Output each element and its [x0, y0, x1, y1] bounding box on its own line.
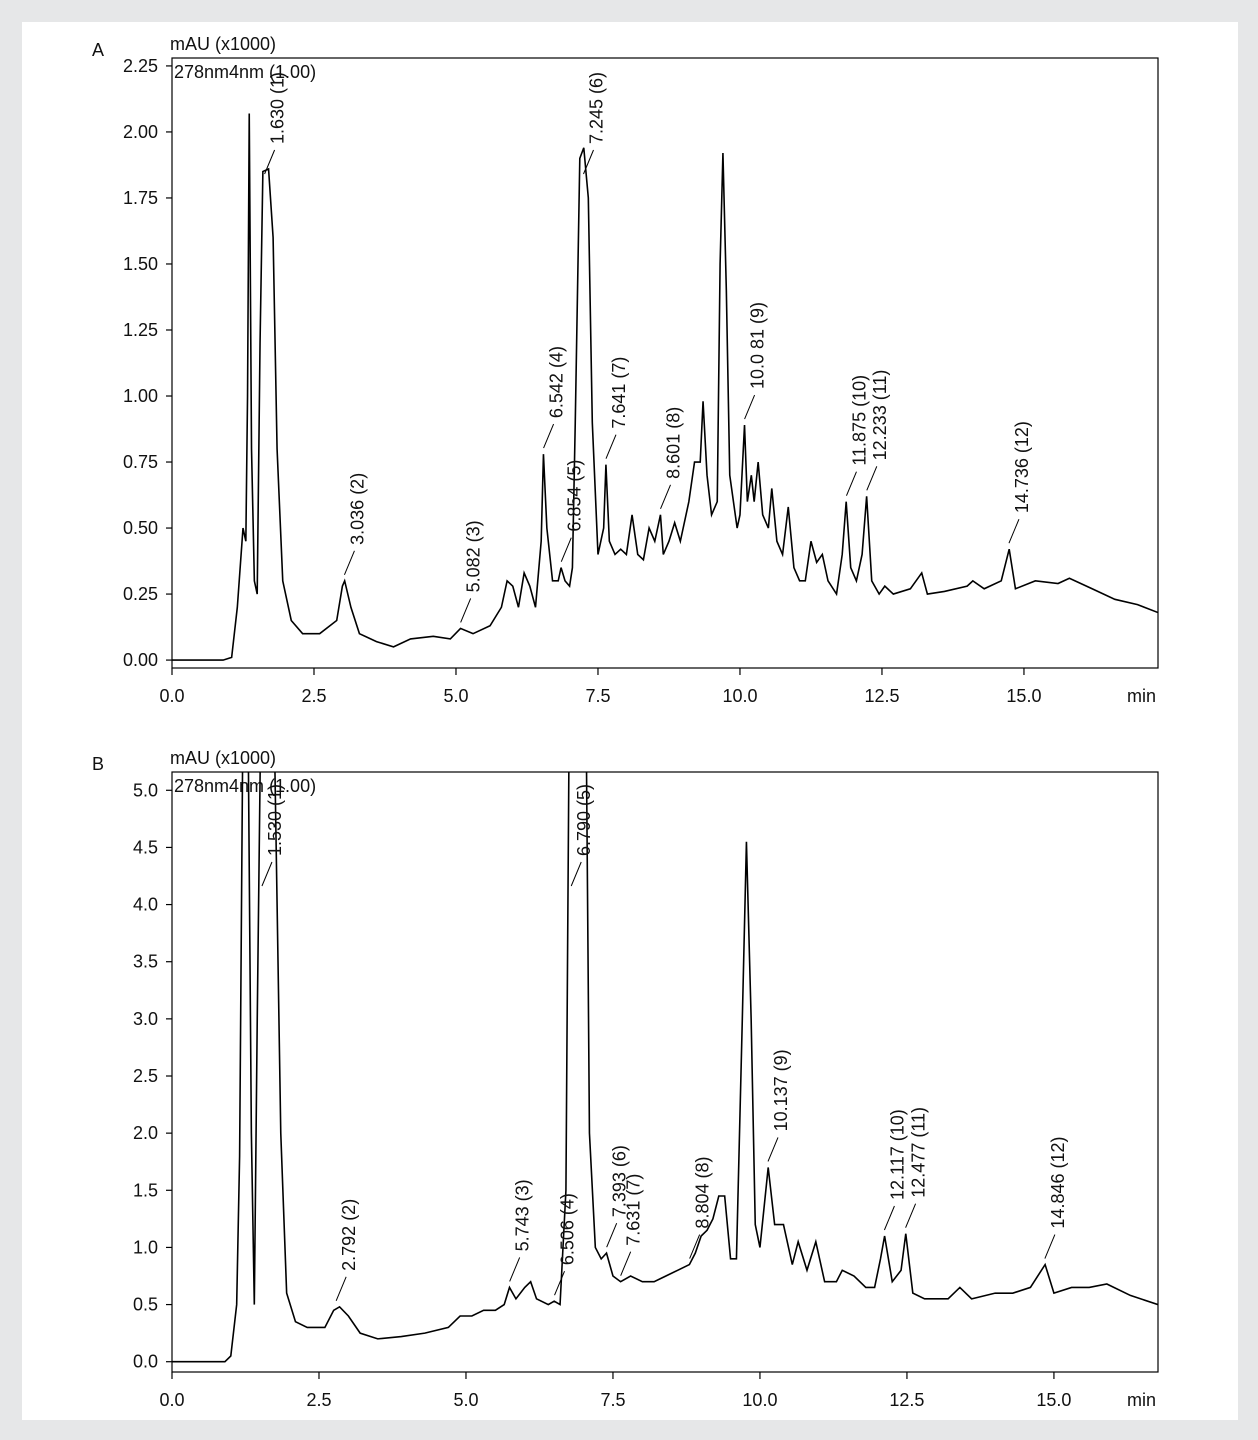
annotation-leader [560, 537, 572, 562]
x-tick-label: 7.5 [600, 1390, 625, 1410]
y-tick-label: 1.50 [123, 254, 158, 274]
x-tick-label: 7.5 [585, 686, 610, 706]
panel-label: B [92, 754, 104, 774]
y-tick-label: 0.75 [123, 452, 158, 472]
y-tick-label: 1.0 [133, 1237, 158, 1257]
plot-area [172, 772, 1158, 1363]
annotation-leader [660, 484, 671, 510]
annotation-leader [866, 466, 878, 491]
annotation-label: 7.393 (6) [610, 1145, 630, 1217]
x-tick-label: 5.0 [453, 1390, 478, 1410]
annotation-leader [689, 1234, 701, 1259]
annotation-leader [509, 1257, 521, 1282]
plot-frame [171, 57, 1159, 669]
x-axis-label: min [1127, 686, 1156, 706]
annotation-label: 3.036 (2) [347, 473, 367, 545]
annotation-label: 2.792 (2) [339, 1199, 359, 1271]
y-tick-label: 2.5 [133, 1066, 158, 1086]
plot-area [172, 113, 1158, 661]
annotation-label: 12.117 (10) [887, 1109, 907, 1200]
annotation-label: 8.804 (8) [693, 1157, 713, 1229]
y-tick-label: 0.50 [123, 518, 158, 538]
annotation-label: 7.641 (7) [609, 357, 629, 429]
annotation-leader [605, 434, 617, 459]
x-axis-label: min [1127, 1390, 1156, 1410]
annotation-label: 5.743 (3) [513, 1179, 533, 1251]
plot-frame [171, 771, 1159, 1373]
annotation-label: 14.736 (12) [1012, 421, 1032, 513]
x-tick-label: 0.0 [159, 686, 184, 706]
annotation-label: 6.506 (4) [558, 1193, 578, 1265]
y-tick-label: 3.0 [133, 1009, 158, 1029]
y-tick-label: 5.0 [133, 780, 158, 800]
annotation-label: 6.790 (5) [574, 784, 594, 856]
channel-label: 278nm4nm (1.00) [174, 62, 316, 82]
annotation-leader [846, 471, 857, 496]
annotation-leader [883, 1205, 895, 1231]
annotation-label: 10.0 81 (9) [748, 302, 768, 389]
y-axis-label: mAU (x1000) [170, 34, 276, 54]
annotation-label: 10.137 (9) [771, 1049, 791, 1131]
annotation-leader [264, 149, 276, 175]
trace [172, 113, 1158, 661]
annotation-leader [554, 1270, 565, 1296]
y-tick-label: 1.5 [133, 1180, 158, 1200]
channel-label: 278nm4nm (1.00) [174, 776, 316, 796]
annotation-leader [744, 394, 756, 420]
y-tick-label: 0.25 [123, 584, 158, 604]
x-tick-label: 15.0 [1036, 1390, 1071, 1410]
annotation-leader [620, 1251, 632, 1276]
y-tick-label: 1.00 [123, 386, 158, 406]
annotation-leader [335, 1276, 347, 1302]
annotation-label: 1.530 (1) [265, 784, 285, 856]
y-tick-label: 0.0 [133, 1352, 158, 1372]
annotation-label: 14.846 (12) [1048, 1136, 1068, 1228]
annotation-label: 11.875 (10) [849, 375, 869, 466]
y-tick-label: 1.75 [123, 188, 158, 208]
annotation-label: 8.601 (8) [664, 407, 684, 479]
trace [172, 772, 1158, 1363]
x-tick-label: 10.0 [742, 1390, 777, 1410]
y-tick-label: 0.5 [133, 1295, 158, 1315]
x-tick-label: 2.5 [301, 686, 326, 706]
y-axis-label: mAU (x1000) [170, 748, 276, 768]
x-tick-label: 2.5 [306, 1390, 331, 1410]
annotation-leader [606, 1222, 618, 1248]
y-tick-label: 2.0 [133, 1123, 158, 1143]
y-tick-label: 4.0 [133, 895, 158, 915]
y-tick-label: 4.5 [133, 837, 158, 857]
annotation-label: 1.630 (1) [268, 72, 288, 144]
figure-background [22, 22, 1238, 1420]
x-tick-label: 12.5 [889, 1390, 924, 1410]
annotation-label: 7.631 (7) [624, 1174, 644, 1246]
y-tick-label: 2.25 [123, 56, 158, 76]
annotation-leader [543, 423, 555, 449]
x-tick-label: 0.0 [159, 1390, 184, 1410]
y-tick-label: 3.5 [133, 952, 158, 972]
y-tick-label: 0.00 [123, 650, 158, 670]
y-tick-label: 1.25 [123, 320, 158, 340]
annotation-label: 6.542 (4) [547, 346, 567, 418]
annotation-label: 12.477 (11) [909, 1107, 929, 1198]
annotation-leader [1008, 518, 1020, 544]
annotation-leader [905, 1203, 917, 1228]
x-tick-label: 5.0 [443, 686, 468, 706]
panel-label: A [92, 40, 104, 60]
x-tick-label: 12.5 [864, 686, 899, 706]
annotation-label: 12.233 (11) [870, 370, 890, 461]
annotation-label: 6.854 (5) [564, 460, 584, 532]
annotation-leader [343, 550, 355, 576]
annotation-label: 5.082 (3) [464, 520, 484, 592]
annotation-leader [767, 1137, 779, 1162]
annotation-leader [570, 861, 582, 887]
annotation-leader [583, 149, 594, 175]
x-tick-label: 15.0 [1006, 686, 1041, 706]
annotation-leader [1044, 1234, 1056, 1259]
y-tick-label: 2.00 [123, 122, 158, 142]
annotation-leader [460, 598, 472, 623]
x-tick-label: 10.0 [722, 686, 757, 706]
annotation-label: 7.245 (6) [586, 72, 606, 144]
annotation-leader [261, 861, 273, 887]
